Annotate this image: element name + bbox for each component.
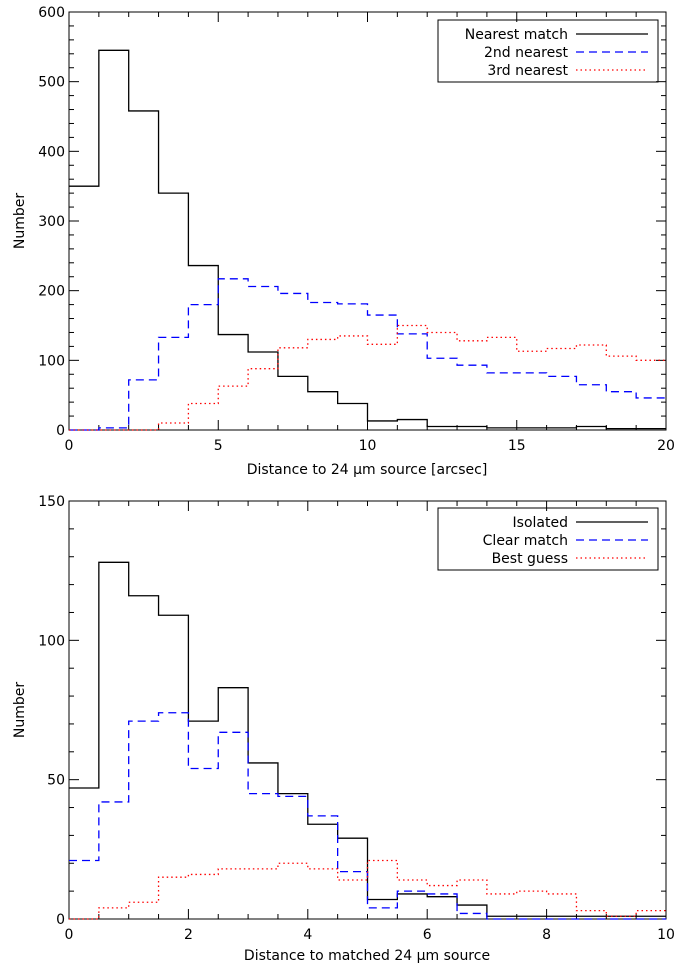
y-tick-labels: 0 100 200 300 400 500 600	[38, 5, 65, 439]
chart-bottom-panel: 0 2 4 6 8 10 0 50 100 150 Distance to matched 24…	[12, 494, 675, 964]
x-tick-label: 4	[303, 927, 312, 943]
legend-label: Isolated	[513, 515, 568, 531]
x-tick-label: 10	[359, 438, 377, 454]
series-line	[69, 278, 666, 431]
x-tick-label: 20	[657, 438, 675, 454]
legend-frame	[437, 19, 659, 83]
x-tick-label: 6	[423, 927, 432, 943]
y-tick-label: 100	[38, 353, 65, 369]
y-tick-labels: 0 50 100 150	[38, 494, 65, 928]
series-lines	[69, 561, 666, 920]
x-axis-title: Distance to matched 24 μm source	[244, 948, 490, 964]
x-axis-title: Distance to 24 μm source [arcsec]	[247, 462, 488, 478]
x-tick-label: 10	[657, 927, 675, 943]
y-tick-label: 0	[56, 423, 65, 439]
y-tick-label: 50	[47, 773, 65, 789]
legend-label: Nearest match	[465, 27, 568, 43]
legend: Isolated Clear match Best guess	[437, 507, 659, 571]
x-tick-labels: 0 5 10 15 20	[65, 438, 675, 454]
series-line	[69, 712, 666, 920]
x-tick-label: 0	[65, 438, 74, 454]
y-tick-label: 0	[56, 912, 65, 928]
legend-label: 2nd nearest	[484, 45, 569, 61]
x-tick-label: 8	[542, 927, 551, 943]
y-tick-label: 200	[38, 284, 65, 300]
plot-frame	[68, 11, 667, 431]
y-tick-label: 300	[38, 214, 65, 230]
x-tick-labels: 0 2 4 6 8 10	[65, 927, 675, 943]
y-tick-label: 150	[38, 494, 65, 510]
y-tick-label: 400	[38, 144, 65, 160]
legend-label: Best guess	[492, 551, 568, 567]
y-axis-title: Number	[12, 682, 28, 738]
legend-label: 3rd nearest	[487, 63, 568, 79]
x-tick-label: 2	[184, 927, 193, 943]
legend: Nearest match 2nd nearest 3rd nearest	[437, 19, 659, 83]
series-line	[69, 859, 666, 920]
legend-frame	[437, 507, 659, 571]
y-tick-label: 500	[38, 75, 65, 91]
series-lines	[69, 49, 666, 431]
y-axis-title: Number	[12, 193, 28, 249]
y-tick-label: 100	[38, 633, 65, 649]
y-tick-label: 600	[38, 5, 65, 21]
x-tick-label: 0	[65, 927, 74, 943]
series-line	[69, 49, 666, 430]
x-tick-label: 15	[508, 438, 526, 454]
legend-label: Clear match	[483, 533, 568, 549]
chart-top-panel: 0 5 10 15 20 0 100 200 300 400 500 600 Distance to…	[12, 5, 675, 478]
tick-marks	[68, 11, 667, 431]
x-tick-label: 5	[214, 438, 223, 454]
